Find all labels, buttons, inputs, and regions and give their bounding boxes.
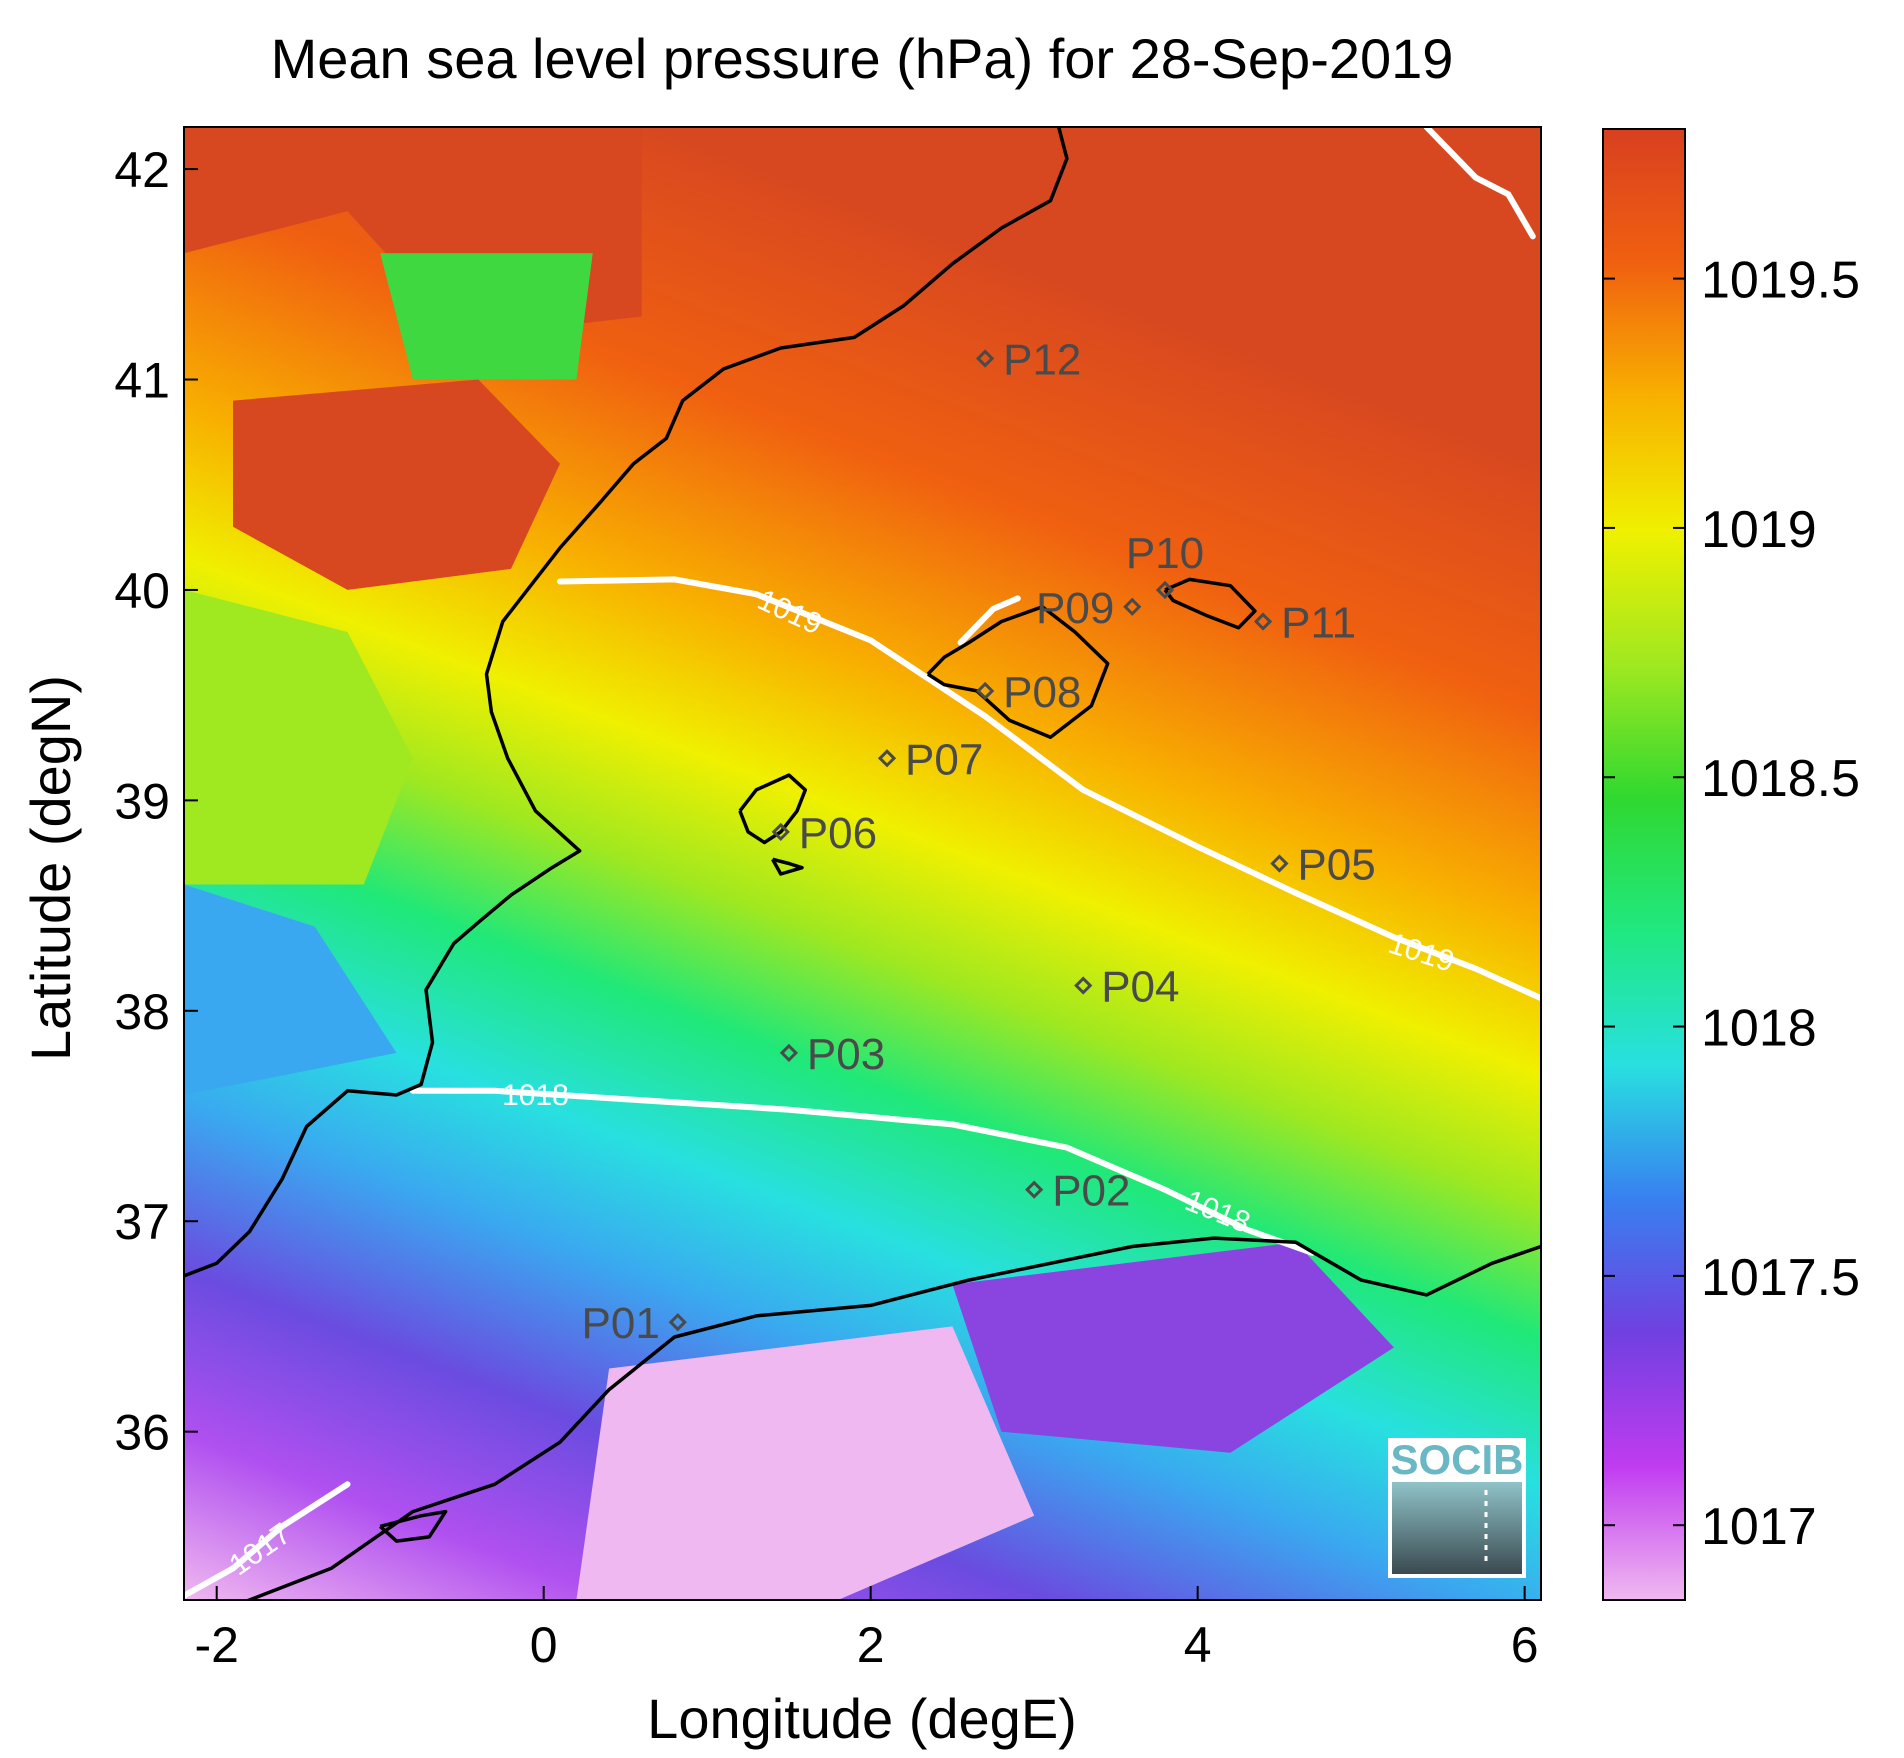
colorbar: 1017 1017.5 1018 1018.5 1019 1019.5 [1602,128,1860,1601]
colorbar-tick-label: 1017.5 [1701,1249,1860,1307]
station-marker-p08 [975,681,995,701]
coastline-menorca [1163,577,1257,630]
colorbar-tick-label: 1018 [1701,1000,1817,1058]
land-patch-purple [952,1242,1394,1453]
y-tick-label: 40 [114,563,170,619]
station-marker-p06 [771,822,790,842]
y-tick-label: 38 [114,984,170,1040]
pressure-map [184,127,1541,1600]
x-tick-label: 6 [1511,1617,1539,1673]
land-patch-yellowgreen [184,589,413,885]
station-label-p05: P05 [1297,841,1375,890]
station-label-p06: P06 [799,809,877,858]
colorbar-tick-label: 1017 [1701,1498,1817,1556]
station-label-p02: P02 [1052,1167,1130,1216]
colorbar-tick-label: 1019 [1701,501,1817,559]
x-tick-label: 4 [1184,1617,1212,1673]
station-label-p09: P09 [1036,584,1114,633]
station-marker-p01 [668,1313,687,1332]
station-label-p08: P08 [1003,668,1081,717]
land-patch-lowest [576,1326,1035,1600]
colorbar-bar [1602,128,1686,1601]
map-frame [183,126,1542,1601]
station-label-p03: P03 [807,1030,885,1079]
x-tick-label: 0 [530,1617,558,1673]
station-marker-p09 [1123,597,1142,616]
land-patch-high-central [233,379,560,590]
y-tick-label: 36 [114,1405,170,1461]
coastline-africa [243,1236,1541,1600]
coastline-alboran [379,1509,448,1543]
coastline-ibiza [738,773,808,845]
y-tick-label: 41 [114,353,170,409]
station-label-p10: P10 [1126,529,1204,578]
isobar-1018 [409,1087,1316,1256]
colorbar-tick-label: 1018.5 [1701,750,1860,808]
isobars [184,127,1541,1599]
isobar-1019 [557,576,1541,1002]
x-axis: -2 0 2 4 6 [194,1586,1539,1673]
station-label-p07: P07 [905,735,983,784]
land-pressure-patches [184,127,1394,1600]
land-patch-mid-north [380,253,593,380]
station-marker-p12 [975,349,995,368]
x-tick-label: 2 [857,1617,885,1673]
colorbar-tick-label: 1019.5 [1701,252,1860,310]
colorbar-ticks: 1017 1017.5 1018 1018.5 1019 1019.5 [1603,252,1860,1556]
station-marker-p02 [1025,1180,1044,1199]
coastline-iberia [184,127,1069,1278]
station-marker-p10 [1155,580,1175,600]
y-tick-label: 39 [114,773,170,829]
coastline-formentera [771,857,804,876]
isobar-label-1018: 1018 [502,1079,569,1112]
station-marker-p05 [1270,854,1289,873]
land-patch-blue [184,884,397,1095]
y-axis: 36 37 38 39 40 41 42 [114,142,198,1461]
y-axis-label: Latitude (degN) [19,675,82,1061]
station-marker-p07 [877,749,897,768]
y-tick-label: 37 [114,1194,170,1250]
isobar-1019 [1423,127,1536,240]
logo-text: SOCIB [1390,1436,1523,1483]
x-axis-label: Longitude (degE) [647,1687,1077,1750]
station-label-p12: P12 [1003,336,1081,385]
station-marker-p03 [779,1043,799,1063]
x-tick-label: -2 [194,1617,238,1673]
y-tick-label: 42 [114,142,170,198]
socib-logo: SOCIB [1388,1436,1526,1578]
station-label-p01: P01 [582,1299,660,1348]
isobar-1017 [184,1481,351,1599]
station-label-p04: P04 [1101,963,1179,1012]
isobar-1019 [957,595,1021,646]
station-marker-p04 [1074,976,1093,995]
station-label-p11: P11 [1281,599,1356,648]
station-marker-p11 [1253,612,1273,631]
chart-title: Mean sea level pressure (hPa) for 28-Sep… [271,27,1454,90]
